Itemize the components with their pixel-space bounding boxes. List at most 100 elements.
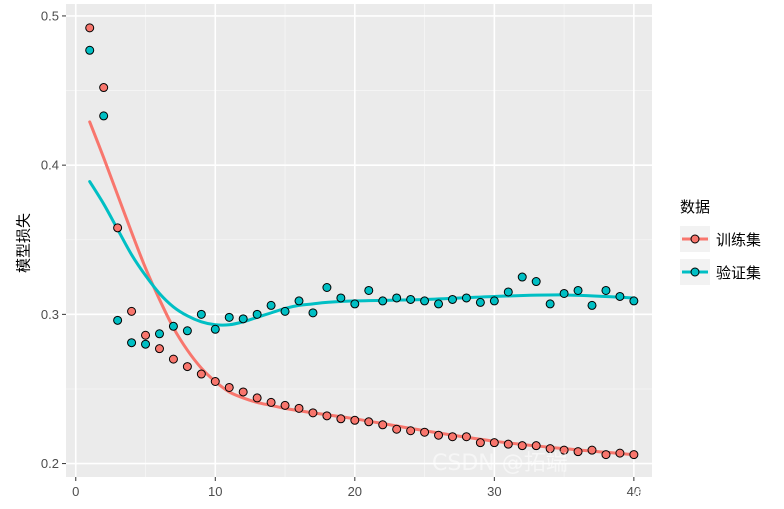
data-point-series-1 — [322, 283, 332, 293]
data-point-series-1 — [559, 288, 569, 298]
data-point-series-1 — [154, 329, 164, 339]
legend-point-valid — [690, 267, 700, 277]
x-tick-label: 40 — [627, 484, 641, 499]
data-point-series-1 — [210, 324, 220, 334]
data-point-series-0 — [531, 441, 541, 451]
data-point-series-0 — [461, 432, 471, 442]
data-point-series-1 — [336, 293, 346, 303]
x-axis: 0 10 20 30 40 — [72, 477, 641, 499]
data-point-series-1 — [85, 45, 95, 55]
y-axis: 0.2 0.3 0.4 0.5 — [41, 8, 66, 471]
data-point-series-0 — [420, 427, 430, 437]
plot-panel — [66, 4, 652, 477]
data-point-series-1 — [364, 285, 374, 295]
data-point-series-0 — [503, 439, 513, 449]
watermark-site: @稀土掘金技术社区 — [634, 486, 751, 502]
data-point-series-0 — [615, 448, 625, 458]
y-tick-label: 0.4 — [41, 158, 59, 173]
data-point-series-0 — [447, 432, 457, 442]
data-point-series-1 — [127, 338, 137, 348]
data-point-series-0 — [475, 438, 485, 448]
data-point-series-1 — [461, 293, 471, 303]
data-point-series-0 — [489, 438, 499, 448]
data-point-series-0 — [601, 450, 611, 460]
data-point-series-0 — [294, 403, 304, 413]
data-point-series-1 — [238, 314, 248, 324]
data-point-series-0 — [336, 414, 346, 424]
data-point-series-1 — [629, 296, 639, 306]
data-point-series-1 — [601, 285, 611, 295]
data-point-series-1 — [99, 111, 109, 121]
data-point-series-1 — [168, 321, 178, 331]
data-point-series-1 — [503, 287, 513, 297]
x-tick-label: 20 — [348, 484, 362, 499]
data-point-series-0 — [99, 83, 109, 93]
data-point-series-1 — [378, 296, 388, 306]
data-point-series-0 — [545, 444, 555, 454]
data-point-series-1 — [141, 339, 151, 349]
data-point-series-1 — [350, 299, 360, 309]
data-point-series-0 — [364, 417, 374, 427]
data-point-series-1 — [182, 326, 192, 336]
data-point-series-0 — [252, 393, 262, 403]
data-point-series-0 — [434, 430, 444, 440]
data-point-series-0 — [113, 223, 123, 233]
legend-label-valid: 验证集 — [716, 264, 761, 282]
data-point-series-0 — [182, 362, 192, 372]
data-point-series-0 — [350, 415, 360, 425]
data-point-series-0 — [238, 387, 248, 397]
data-point-series-0 — [127, 306, 137, 316]
legend-label-train: 训练集 — [716, 231, 761, 249]
data-point-series-1 — [113, 315, 123, 325]
data-point-series-1 — [406, 294, 416, 304]
data-point-series-0 — [559, 445, 569, 455]
y-tick-label: 0.3 — [41, 307, 59, 322]
data-point-series-0 — [196, 369, 206, 379]
data-point-series-0 — [141, 330, 151, 340]
data-point-series-1 — [294, 296, 304, 306]
data-point-series-1 — [434, 299, 444, 309]
data-point-series-0 — [573, 447, 583, 457]
data-point-series-1 — [489, 296, 499, 306]
y-tick-label: 0.2 — [41, 456, 59, 471]
data-point-series-0 — [280, 400, 290, 410]
data-point-series-1 — [252, 309, 262, 319]
data-point-series-0 — [85, 23, 95, 33]
data-point-series-1 — [224, 312, 234, 322]
data-point-series-0 — [168, 354, 178, 364]
data-point-series-0 — [587, 445, 597, 455]
data-point-series-1 — [196, 309, 206, 319]
data-point-series-0 — [154, 344, 164, 354]
data-point-series-1 — [420, 296, 430, 306]
data-point-series-1 — [531, 277, 541, 287]
data-point-series-1 — [587, 300, 597, 310]
data-point-series-1 — [308, 308, 318, 318]
data-point-series-1 — [517, 272, 527, 282]
data-point-series-0 — [517, 441, 527, 451]
data-points — [85, 23, 639, 460]
y-axis-title: 模型损失 — [15, 213, 33, 273]
data-point-series-0 — [266, 397, 276, 407]
grid-major — [66, 4, 652, 477]
data-point-series-0 — [224, 382, 234, 392]
data-point-series-0 — [322, 411, 332, 421]
legend-title: 数据 — [680, 198, 710, 216]
data-point-series-1 — [573, 285, 583, 295]
data-point-series-1 — [266, 300, 276, 310]
data-point-series-1 — [615, 291, 625, 301]
x-tick-label: 0 — [72, 484, 79, 499]
data-point-series-0 — [629, 450, 639, 460]
grid-minor — [66, 4, 652, 477]
legend-point-train — [690, 234, 700, 244]
data-point-series-0 — [210, 377, 220, 387]
data-point-series-0 — [308, 408, 318, 418]
data-point-series-1 — [475, 297, 485, 307]
watermark-csdn: CSDN @拓端 — [432, 451, 568, 476]
data-point-series-0 — [392, 424, 402, 434]
data-point-series-1 — [545, 299, 555, 309]
y-tick-label: 0.5 — [41, 8, 59, 23]
data-point-series-0 — [406, 426, 416, 436]
data-point-series-0 — [378, 420, 388, 430]
data-point-series-1 — [280, 306, 290, 316]
